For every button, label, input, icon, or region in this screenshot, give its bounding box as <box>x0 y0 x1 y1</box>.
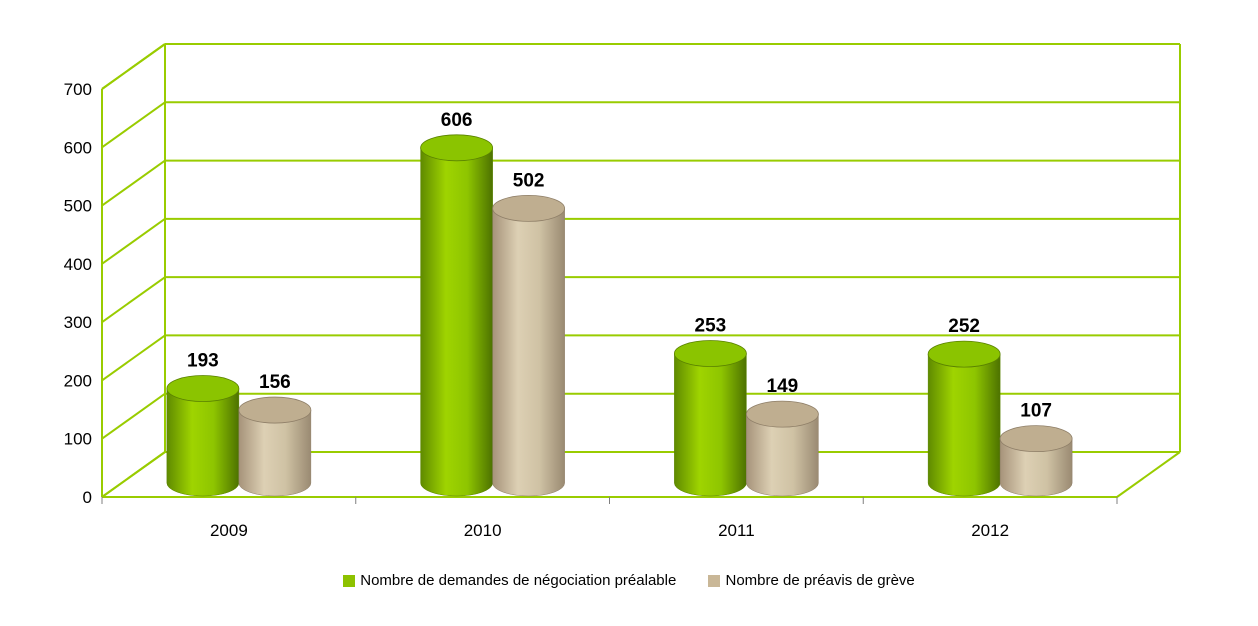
bar <box>927 340 1001 497</box>
bar <box>745 400 819 497</box>
bar-body <box>999 438 1073 497</box>
gridline-diagonal <box>101 218 166 265</box>
gridline-diagonal <box>101 392 166 440</box>
bar <box>999 425 1073 497</box>
y-tick-label: 0 <box>83 488 92 507</box>
x-tick-label: 2012 <box>971 521 1009 540</box>
bar-body <box>420 147 493 497</box>
gridline-diagonal <box>101 159 166 207</box>
legend-swatch-preavis <box>708 574 721 587</box>
bar <box>238 396 312 497</box>
bar <box>673 340 747 497</box>
gridline-diagonal <box>101 101 166 149</box>
y-tick-label: 500 <box>64 197 92 216</box>
legend: Nombre de demandes de négociation préala… <box>0 572 1258 591</box>
bar-top <box>673 340 747 367</box>
bar-body <box>927 353 1001 497</box>
y-tick-label: 300 <box>64 313 92 332</box>
bar <box>492 195 566 497</box>
bar-top <box>745 400 819 428</box>
x-tick-label: 2009 <box>210 521 248 540</box>
top-wall-edge <box>101 43 166 90</box>
data-label: 253 <box>695 316 727 337</box>
data-label: 606 <box>441 110 473 131</box>
legend-swatch-demandes <box>343 574 356 587</box>
data-label: 252 <box>948 316 980 337</box>
bar <box>166 375 240 497</box>
x-tick-label: 2011 <box>718 521 755 540</box>
y-tick-label: 100 <box>64 430 92 449</box>
bar-body <box>746 413 819 497</box>
bar-top <box>238 396 312 424</box>
bar-top <box>166 375 240 402</box>
bar-top <box>492 195 566 222</box>
bar-body <box>492 208 565 497</box>
bar-body <box>166 388 240 497</box>
bar <box>420 134 494 497</box>
gridline-diagonal <box>101 276 166 323</box>
bar-top <box>927 340 1001 368</box>
x-tick-label: 2010 <box>464 521 502 540</box>
bar-body <box>238 409 312 497</box>
data-label: 156 <box>259 372 291 393</box>
bar-top <box>420 134 494 162</box>
gridline-diagonal <box>101 334 166 382</box>
legend-item-preavis: Nombre de préavis de grève <box>708 572 915 589</box>
data-label: 149 <box>767 376 799 397</box>
y-tick-label: 200 <box>64 371 92 390</box>
data-label: 107 <box>1020 401 1052 422</box>
data-label: 502 <box>513 170 545 191</box>
y-tick-label: 400 <box>64 255 92 274</box>
legend-label-preavis: Nombre de préavis de grève <box>725 572 915 589</box>
data-label: 193 <box>187 351 219 372</box>
bar-top <box>999 425 1073 453</box>
y-tick-label: 600 <box>64 138 92 157</box>
gridline-diagonal <box>101 451 166 498</box>
floor-right-edge <box>1116 451 1181 498</box>
legend-item-demandes: Nombre de demandes de négociation préala… <box>343 572 676 589</box>
legend-label-demandes: Nombre de demandes de négociation préala… <box>360 572 677 589</box>
bar-body <box>674 353 747 497</box>
y-tick-label: 700 <box>64 80 92 99</box>
